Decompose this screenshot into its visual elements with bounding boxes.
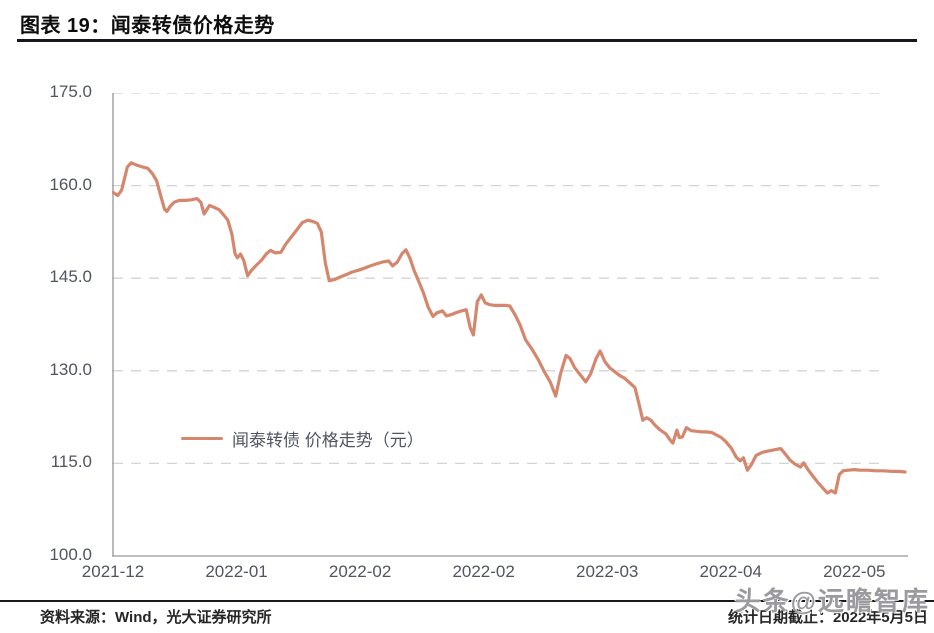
footer-divider-rule (0, 600, 934, 602)
y-axis-tick-label: 145.0 (49, 267, 92, 287)
footer-date-text: 统计日期截止：2022年5月5日 (727, 609, 928, 626)
legend-label: 闻泰转债 价格走势（元） (232, 430, 424, 450)
y-axis-tick-label: 175.0 (49, 82, 92, 101)
y-axis-tick-label: 115.0 (50, 452, 92, 472)
legend: 闻泰转债 价格走势（元） (181, 427, 424, 450)
y-axis-tick-label: 160.0 (49, 174, 92, 194)
chart-title: 图表 19：闻泰转债价格走势 (20, 15, 275, 37)
x-axis-tick-label: 2022-05 (823, 562, 886, 581)
price-line (112, 161, 907, 495)
y-axis-tick-label: 130.0 (49, 359, 92, 379)
watermark: 头条@远瞻智库 (734, 586, 930, 616)
x-axis-tick-label: 2022-02 (452, 562, 515, 581)
line-chart-svg (112, 93, 908, 557)
x-axis-tick-label: 2022-03 (576, 562, 639, 581)
x-axis-tick-label: 2021-12 (81, 562, 145, 581)
title-underline-rule (17, 39, 917, 42)
x-axis-tick-label: 2022-02 (328, 562, 392, 581)
y-axis-tick-label: 100.0 (49, 545, 92, 564)
footer-source-text: 资料来源：Wind，光大证券研究所 (40, 609, 272, 626)
legend-line-swatch (181, 436, 223, 440)
x-axis-tick-label: 2022-01 (205, 562, 268, 581)
x-axis-tick-label: 2022-04 (699, 562, 762, 581)
